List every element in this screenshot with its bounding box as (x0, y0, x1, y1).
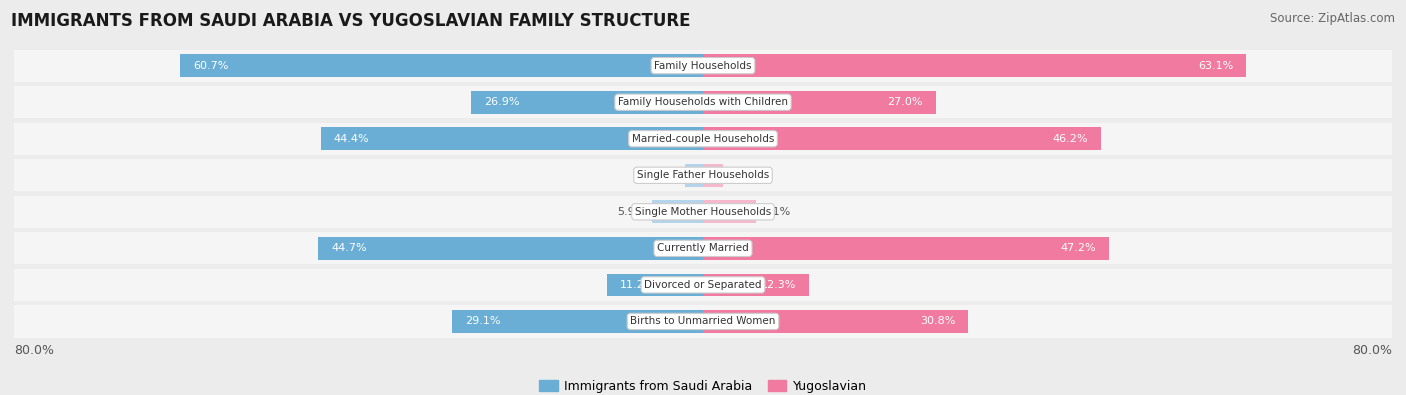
Text: 46.2%: 46.2% (1053, 134, 1088, 144)
Bar (180, 55, 703, 77)
Bar (703, 128, 1101, 150)
Bar (318, 237, 703, 260)
Bar (606, 274, 703, 296)
Text: 80.0%: 80.0% (14, 344, 53, 357)
Bar (14, 269, 1392, 301)
Text: 11.2%: 11.2% (620, 280, 655, 290)
Bar (14, 86, 1392, 118)
Text: Family Households: Family Households (654, 61, 752, 71)
Text: Married-couple Households: Married-couple Households (631, 134, 775, 144)
Text: IMMIGRANTS FROM SAUDI ARABIA VS YUGOSLAVIAN FAMILY STRUCTURE: IMMIGRANTS FROM SAUDI ARABIA VS YUGOSLAV… (11, 12, 690, 30)
Text: 80.0%: 80.0% (1353, 344, 1392, 357)
Text: 44.7%: 44.7% (330, 243, 367, 253)
Bar (321, 128, 703, 150)
Text: Single Mother Households: Single Mother Households (636, 207, 770, 217)
Text: 5.9%: 5.9% (617, 207, 645, 217)
Text: Single Father Households: Single Father Households (637, 170, 769, 180)
Bar (14, 196, 1392, 228)
Text: 29.1%: 29.1% (465, 316, 501, 326)
Bar (652, 201, 703, 223)
Text: 60.7%: 60.7% (193, 61, 229, 71)
Bar (14, 50, 1392, 82)
Bar (703, 91, 935, 113)
Bar (703, 201, 755, 223)
Bar (703, 164, 723, 186)
Text: 47.2%: 47.2% (1062, 243, 1097, 253)
Text: 63.1%: 63.1% (1198, 61, 1233, 71)
Legend: Immigrants from Saudi Arabia, Yugoslavian: Immigrants from Saudi Arabia, Yugoslavia… (534, 375, 872, 395)
Text: 27.0%: 27.0% (887, 97, 922, 107)
Text: 12.3%: 12.3% (761, 280, 796, 290)
Text: 2.1%: 2.1% (650, 170, 678, 180)
Bar (14, 305, 1392, 337)
Bar (703, 310, 969, 333)
Bar (703, 274, 808, 296)
Bar (14, 123, 1392, 155)
Text: 44.4%: 44.4% (333, 134, 370, 144)
Text: Births to Unmarried Women: Births to Unmarried Women (630, 316, 776, 326)
Text: 2.3%: 2.3% (730, 170, 758, 180)
Bar (471, 91, 703, 113)
Text: Source: ZipAtlas.com: Source: ZipAtlas.com (1270, 12, 1395, 25)
Bar (685, 164, 703, 186)
Text: 26.9%: 26.9% (484, 97, 520, 107)
Bar (14, 232, 1392, 264)
Text: Divorced or Separated: Divorced or Separated (644, 280, 762, 290)
Bar (453, 310, 703, 333)
Text: Family Households with Children: Family Households with Children (619, 97, 787, 107)
Text: 30.8%: 30.8% (920, 316, 955, 326)
Bar (703, 237, 1109, 260)
Text: Currently Married: Currently Married (657, 243, 749, 253)
Bar (703, 55, 1246, 77)
Text: 6.1%: 6.1% (762, 207, 790, 217)
Bar (14, 159, 1392, 191)
